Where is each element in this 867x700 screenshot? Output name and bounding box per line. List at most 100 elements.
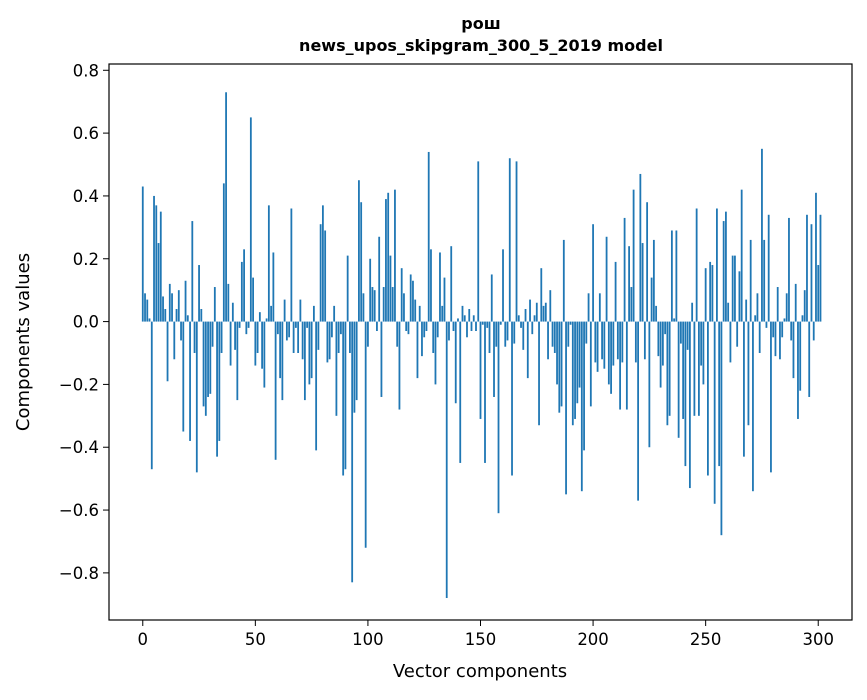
bar-239 — [679, 321, 682, 344]
bar-82 — [326, 321, 329, 363]
x-tick-label: 300 — [802, 630, 834, 649]
bar-128 — [430, 249, 432, 322]
bar-197 — [585, 321, 588, 344]
bar-68 — [294, 321, 297, 328]
bar-73 — [306, 321, 309, 328]
bar-277 — [765, 321, 768, 328]
bar-233 — [666, 321, 669, 426]
bar-282 — [776, 287, 779, 322]
bar-134 — [443, 277, 446, 322]
bar-230 — [659, 321, 662, 388]
bar-271 — [752, 321, 754, 492]
bar-132 — [439, 252, 441, 322]
bar-136 — [448, 321, 450, 341]
bar-253 — [711, 265, 714, 322]
bar-149 — [477, 161, 480, 322]
bar-285 — [783, 318, 786, 322]
bar-181 — [549, 290, 552, 322]
bar-157 — [495, 321, 498, 347]
bar-164 — [511, 321, 513, 476]
bar-201 — [594, 321, 597, 363]
bar-30 — [209, 321, 212, 394]
bar-150 — [479, 321, 482, 419]
bar-246 — [695, 208, 698, 322]
bar-119 — [409, 274, 412, 322]
bar-121 — [414, 299, 417, 322]
bar-243 — [688, 321, 691, 489]
bar-123 — [418, 305, 421, 322]
bar-110 — [389, 255, 392, 322]
bar-102 — [371, 287, 374, 322]
bar-52 — [258, 312, 261, 322]
bar-222 — [641, 243, 644, 322]
bar-78 — [317, 321, 320, 350]
bar-274 — [758, 321, 761, 353]
bar-63 — [283, 299, 286, 322]
bar-95 — [355, 321, 358, 401]
bars — [141, 92, 822, 599]
bar-114 — [398, 321, 401, 410]
bar-80 — [321, 205, 324, 322]
bar-221 — [639, 173, 642, 322]
bar-6 — [155, 205, 158, 322]
bar-266 — [740, 189, 743, 322]
bar-0 — [141, 186, 144, 322]
bar-270 — [749, 239, 752, 322]
y-tick-label: 0.4 — [73, 187, 99, 206]
bar-180 — [547, 321, 549, 360]
bar-62 — [281, 321, 284, 401]
bar-198 — [587, 293, 590, 322]
bar-210 — [614, 261, 617, 322]
y-axis-label: Components values — [13, 253, 34, 431]
bar-268 — [745, 299, 748, 322]
x-axis-label: Vector components — [393, 661, 567, 682]
bar-297 — [810, 224, 813, 322]
bar-141 — [459, 321, 462, 463]
bar-161 — [504, 321, 507, 347]
bar-88 — [340, 321, 342, 335]
bar-298 — [812, 321, 815, 341]
bar-72 — [303, 321, 306, 401]
bar-292 — [799, 321, 802, 391]
bar-179 — [544, 302, 547, 322]
bar-93 — [351, 321, 354, 583]
bar-75 — [310, 321, 313, 379]
bar-104 — [376, 321, 378, 332]
bar-124 — [421, 321, 423, 357]
bar-248 — [700, 321, 703, 366]
bar-11 — [166, 321, 169, 382]
bar-70 — [299, 299, 302, 322]
bar-96 — [358, 180, 360, 322]
bar-106 — [380, 321, 383, 397]
bar-99 — [364, 321, 367, 548]
bar-8 — [159, 211, 162, 322]
bar-46 — [245, 321, 248, 335]
bar-26 — [200, 309, 203, 322]
bar-55 — [265, 318, 268, 322]
bar-250 — [704, 268, 707, 322]
bar-195 — [580, 321, 583, 492]
bar-190 — [569, 321, 572, 325]
bar-165 — [513, 321, 516, 344]
x-tick-label: 100 — [352, 630, 384, 649]
bar-186 — [560, 321, 563, 407]
bar-261 — [729, 321, 732, 363]
bar-83 — [328, 321, 331, 360]
bar-10 — [164, 309, 167, 322]
bar-58 — [272, 252, 275, 322]
bar-144 — [466, 321, 468, 338]
bar-212 — [619, 321, 621, 410]
bar-16 — [177, 290, 180, 322]
bar-295 — [806, 214, 808, 322]
bar-300 — [817, 265, 820, 322]
x-tick-label: 0 — [138, 630, 149, 649]
bar-182 — [551, 321, 554, 347]
bar-54 — [263, 321, 266, 388]
bar-279 — [770, 321, 772, 473]
bar-200 — [592, 224, 594, 322]
bar-204 — [601, 321, 603, 360]
bar-216 — [628, 246, 631, 322]
bar-187 — [562, 239, 565, 322]
bar-91 — [346, 255, 349, 322]
